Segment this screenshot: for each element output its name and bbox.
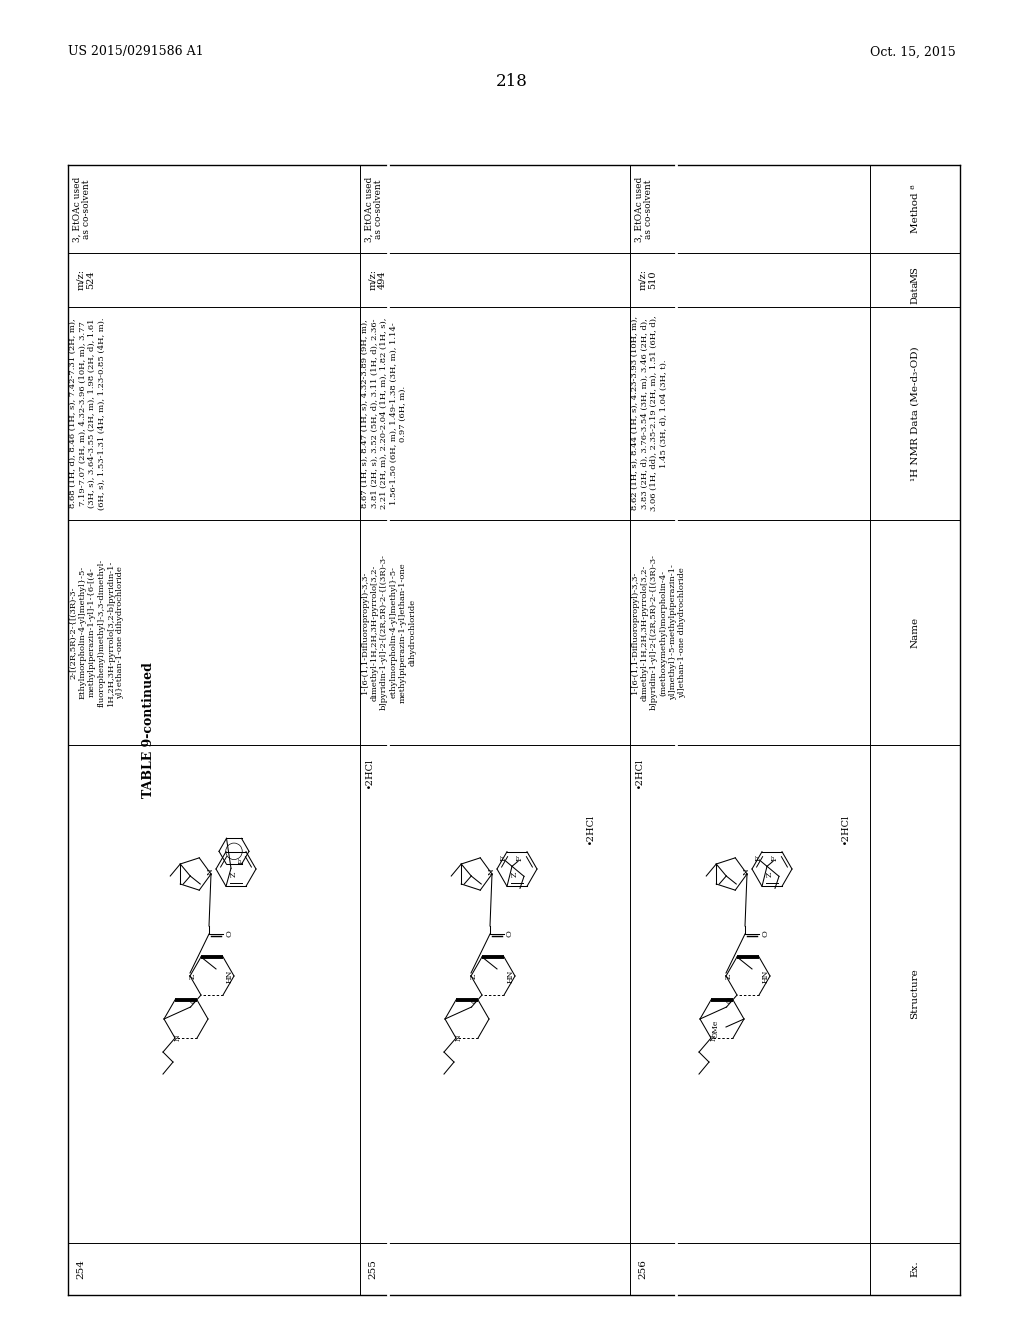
Text: as co-solvent: as co-solvent — [644, 180, 653, 239]
Text: 3, EtOAc used: 3, EtOAc used — [365, 177, 374, 242]
Text: 1-[6-(1,1-Difluoropropyl)-3,3-: 1-[6-(1,1-Difluoropropyl)-3,3- — [631, 570, 639, 694]
Text: F: F — [238, 858, 246, 865]
Text: yl}ethan-1-one dihydrochloride: yl}ethan-1-one dihydrochloride — [117, 566, 125, 698]
Text: (3H, s), 3.64-3.55 (2H, m), 1.98 (2H, d), 1.61: (3H, s), 3.64-3.55 (2H, m), 1.98 (2H, d)… — [88, 318, 96, 508]
Text: Oct. 15, 2015: Oct. 15, 2015 — [870, 45, 956, 58]
Text: 2-[(2R,5R)-2-{[(3R)-3-: 2-[(2R,5R)-2-{[(3R)-3- — [69, 586, 77, 678]
Text: O: O — [761, 931, 769, 937]
Text: US 2015/0291586 A1: US 2015/0291586 A1 — [68, 45, 204, 58]
Text: O: O — [726, 997, 734, 1003]
Text: F: F — [755, 855, 763, 861]
Text: as co-solvent: as co-solvent — [82, 180, 91, 239]
Text: ∙2HCl: ∙2HCl — [635, 758, 644, 788]
Text: N: N — [488, 869, 496, 875]
Text: N: N — [174, 1035, 182, 1041]
Text: dihydrochloride: dihydrochloride — [409, 599, 417, 667]
Text: 218: 218 — [496, 74, 528, 91]
Text: (methoxymethyl)morpholin-4-: (methoxymethyl)morpholin-4- — [659, 569, 668, 696]
Text: Z: Z — [725, 973, 733, 978]
Text: O: O — [190, 997, 198, 1003]
Text: 1.45 (3H, d), 1.04 (3H, t).: 1.45 (3H, d), 1.04 (3H, t). — [659, 359, 668, 467]
Text: fluorophenyl)methyl]-3,3-dimethyl-: fluorophenyl)methyl]-3,3-dimethyl- — [97, 558, 105, 706]
Text: 510: 510 — [648, 271, 657, 289]
Text: OMe: OMe — [712, 1020, 720, 1039]
Text: 254: 254 — [76, 1259, 85, 1279]
Text: N: N — [207, 869, 215, 875]
Text: Z: Z — [766, 871, 774, 876]
Text: N: N — [710, 1035, 718, 1041]
Text: as co-solvent: as co-solvent — [374, 180, 383, 239]
Text: methylpiperazin-1-yl]-1-{6-[(4-: methylpiperazin-1-yl]-1-{6-[(4- — [88, 568, 96, 697]
Text: 3.81 (2H, s), 3.52 (5H, d), 3.11 (1H, d), 2.36-: 3.81 (2H, s), 3.52 (5H, d), 3.11 (1H, d)… — [371, 318, 379, 508]
Text: 3.83 (2H, d), 3.76-3.54 (3H, m), 3.46 (2H, d),: 3.83 (2H, d), 3.76-3.54 (3H, m), 3.46 (2… — [640, 318, 648, 510]
Text: O: O — [506, 931, 514, 937]
Text: HN: HN — [507, 969, 515, 982]
Text: 3.06 (1H, dd), 2.35-2.19 (2H, m), 1.51 (6H, d),: 3.06 (1H, dd), 2.35-2.19 (2H, m), 1.51 (… — [650, 315, 658, 511]
Text: Z: Z — [470, 973, 478, 978]
Text: 494: 494 — [378, 271, 387, 289]
Text: (6H, s), 1.53-1.31 (4H, m), 1.23-0.85 (4H, m).: (6H, s), 1.53-1.31 (4H, m), 1.23-0.85 (4… — [97, 317, 105, 510]
Text: N: N — [455, 1035, 463, 1041]
Text: MS: MS — [910, 267, 920, 284]
Text: yl]methyl}-5-methylpiperazin-1-: yl]methyl}-5-methylpiperazin-1- — [669, 565, 677, 701]
Text: 7.19-7.07 (2H, m), 4.32-3.96 (10H, m), 3.77: 7.19-7.07 (2H, m), 4.32-3.96 (10H, m), 3… — [79, 321, 86, 506]
Text: ethylmorpholin-4-yl]methyl}-5-: ethylmorpholin-4-yl]methyl}-5- — [389, 566, 397, 698]
Text: ∙2HCl: ∙2HCl — [586, 814, 595, 843]
Text: ¹H NMR Data (Me-d₃-OD): ¹H NMR Data (Me-d₃-OD) — [910, 346, 920, 480]
Text: Name: Name — [910, 616, 920, 648]
Text: ∙2HCl: ∙2HCl — [365, 758, 374, 788]
Text: 1H,2H,3H-pyrrolo[3,2-b]pyridin-1-: 1H,2H,3H-pyrrolo[3,2-b]pyridin-1- — [106, 560, 115, 706]
Text: yl]ethan-1-one dihydrochloride: yl]ethan-1-one dihydrochloride — [679, 568, 686, 698]
Text: HN: HN — [762, 969, 770, 982]
Text: m/z:: m/z: — [76, 269, 85, 290]
Text: 3, EtOAc used: 3, EtOAc used — [73, 177, 82, 242]
Text: O: O — [225, 931, 233, 937]
Text: Structure: Structure — [910, 969, 920, 1019]
Text: 1.56-1.50 (6H, m), 1.49-1.38 (3H, m), 1.14-: 1.56-1.50 (6H, m), 1.49-1.38 (3H, m), 1.… — [389, 322, 397, 504]
Text: Method ª: Method ª — [910, 185, 920, 234]
Text: O: O — [471, 997, 479, 1003]
Text: F: F — [500, 855, 508, 861]
Text: 3, EtOAc used: 3, EtOAc used — [635, 177, 644, 242]
Text: Z: Z — [230, 871, 238, 876]
Text: m/z:: m/z: — [368, 269, 377, 290]
Text: 0.97 (6H, m).: 0.97 (6H, m). — [399, 385, 407, 442]
Text: Data: Data — [910, 280, 920, 304]
Text: 255: 255 — [368, 1259, 377, 1279]
Text: HN: HN — [226, 969, 234, 982]
Text: b]pyridin-1-yl]-2-[(2R,5R)-2-{[(3R)-3-: b]pyridin-1-yl]-2-[(2R,5R)-2-{[(3R)-3- — [650, 554, 658, 710]
Text: F: F — [771, 855, 779, 861]
Text: 524: 524 — [86, 271, 95, 289]
Text: Ethylmorpholin-4-yl]methyl}-5-: Ethylmorpholin-4-yl]methyl}-5- — [79, 566, 86, 700]
Text: 8.67 (1H, s), 8.47 (1H, s), 4.32-3.89 (9H, m),: 8.67 (1H, s), 8.47 (1H, s), 4.32-3.89 (9… — [361, 319, 369, 508]
Text: 2.21 (2H, m), 2.20-2.04 (1H, m), 1.82 (1H, s),: 2.21 (2H, m), 2.20-2.04 (1H, m), 1.82 (1… — [380, 318, 388, 510]
Text: dimethyl-1H,2H,3H-pyrrolo[3,2-: dimethyl-1H,2H,3H-pyrrolo[3,2- — [640, 565, 648, 701]
Text: Z: Z — [511, 871, 519, 876]
Text: b]pyridin-1-yl]-2-[(2R,5R)-2-{[(3R)-3-: b]pyridin-1-yl]-2-[(2R,5R)-2-{[(3R)-3- — [380, 554, 388, 710]
Text: N: N — [743, 869, 751, 875]
Text: Z: Z — [189, 973, 197, 978]
Text: 256: 256 — [638, 1259, 647, 1279]
Text: 8.68 (1H, d), 8.46 (1H, s), 7.42-7.31 (2H, m),: 8.68 (1H, d), 8.46 (1H, s), 7.42-7.31 (2… — [69, 318, 77, 508]
Text: m/z:: m/z: — [638, 269, 647, 290]
Text: ∙2HCl: ∙2HCl — [841, 814, 850, 843]
Text: TABLE 9-continued: TABLE 9-continued — [141, 663, 155, 797]
Text: methylpiperazin-1-yl]ethan-1-one: methylpiperazin-1-yl]ethan-1-one — [399, 562, 407, 702]
Text: 1-[6-(1,1-Difluoropropyl)-3,3-: 1-[6-(1,1-Difluoropropyl)-3,3- — [361, 570, 369, 694]
Text: F: F — [516, 855, 524, 861]
Text: Ex.: Ex. — [910, 1261, 920, 1278]
Text: 8.62 (1H, s), 8.44 (1H, s), 4.23-3.93 (10H, m),: 8.62 (1H, s), 8.44 (1H, s), 4.23-3.93 (1… — [631, 317, 639, 511]
Text: dimethyl-1H,2H,3H-pyrrolo[3,2-: dimethyl-1H,2H,3H-pyrrolo[3,2- — [371, 565, 379, 701]
